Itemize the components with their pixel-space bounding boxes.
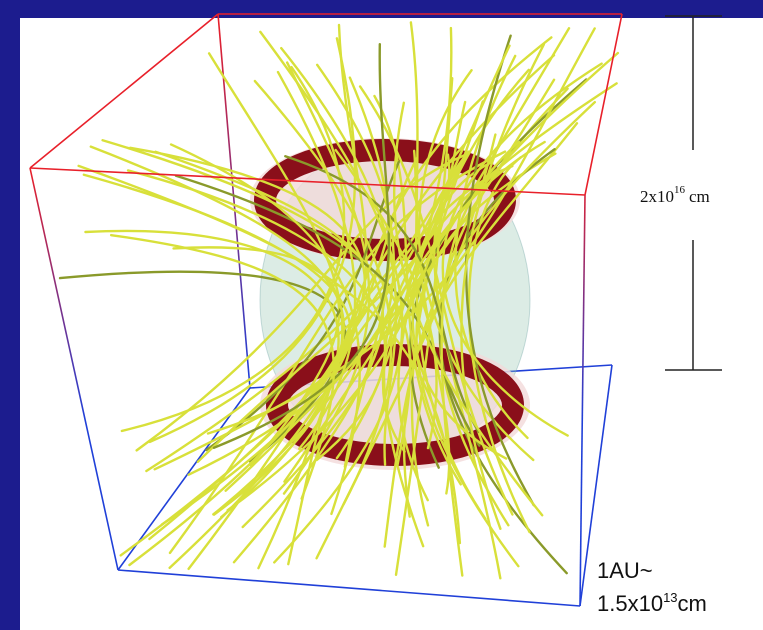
exponent: 16: [674, 184, 686, 196]
mantissa: 1.5x10: [597, 591, 663, 616]
exponent: 13: [663, 590, 677, 605]
slide: 2x1016cm 1AU~ 1.5x1013cm: [0, 0, 763, 630]
unit: cm: [678, 591, 707, 616]
page: 2x1016cm 1AU~ 1.5x1013cm (() => { const …: [0, 0, 763, 630]
note-line2: 1.5x1013cm: [597, 590, 707, 616]
unit: cm: [689, 187, 710, 206]
mantissa: 2x10: [640, 187, 674, 206]
note-line1: 1AU~: [597, 558, 653, 583]
